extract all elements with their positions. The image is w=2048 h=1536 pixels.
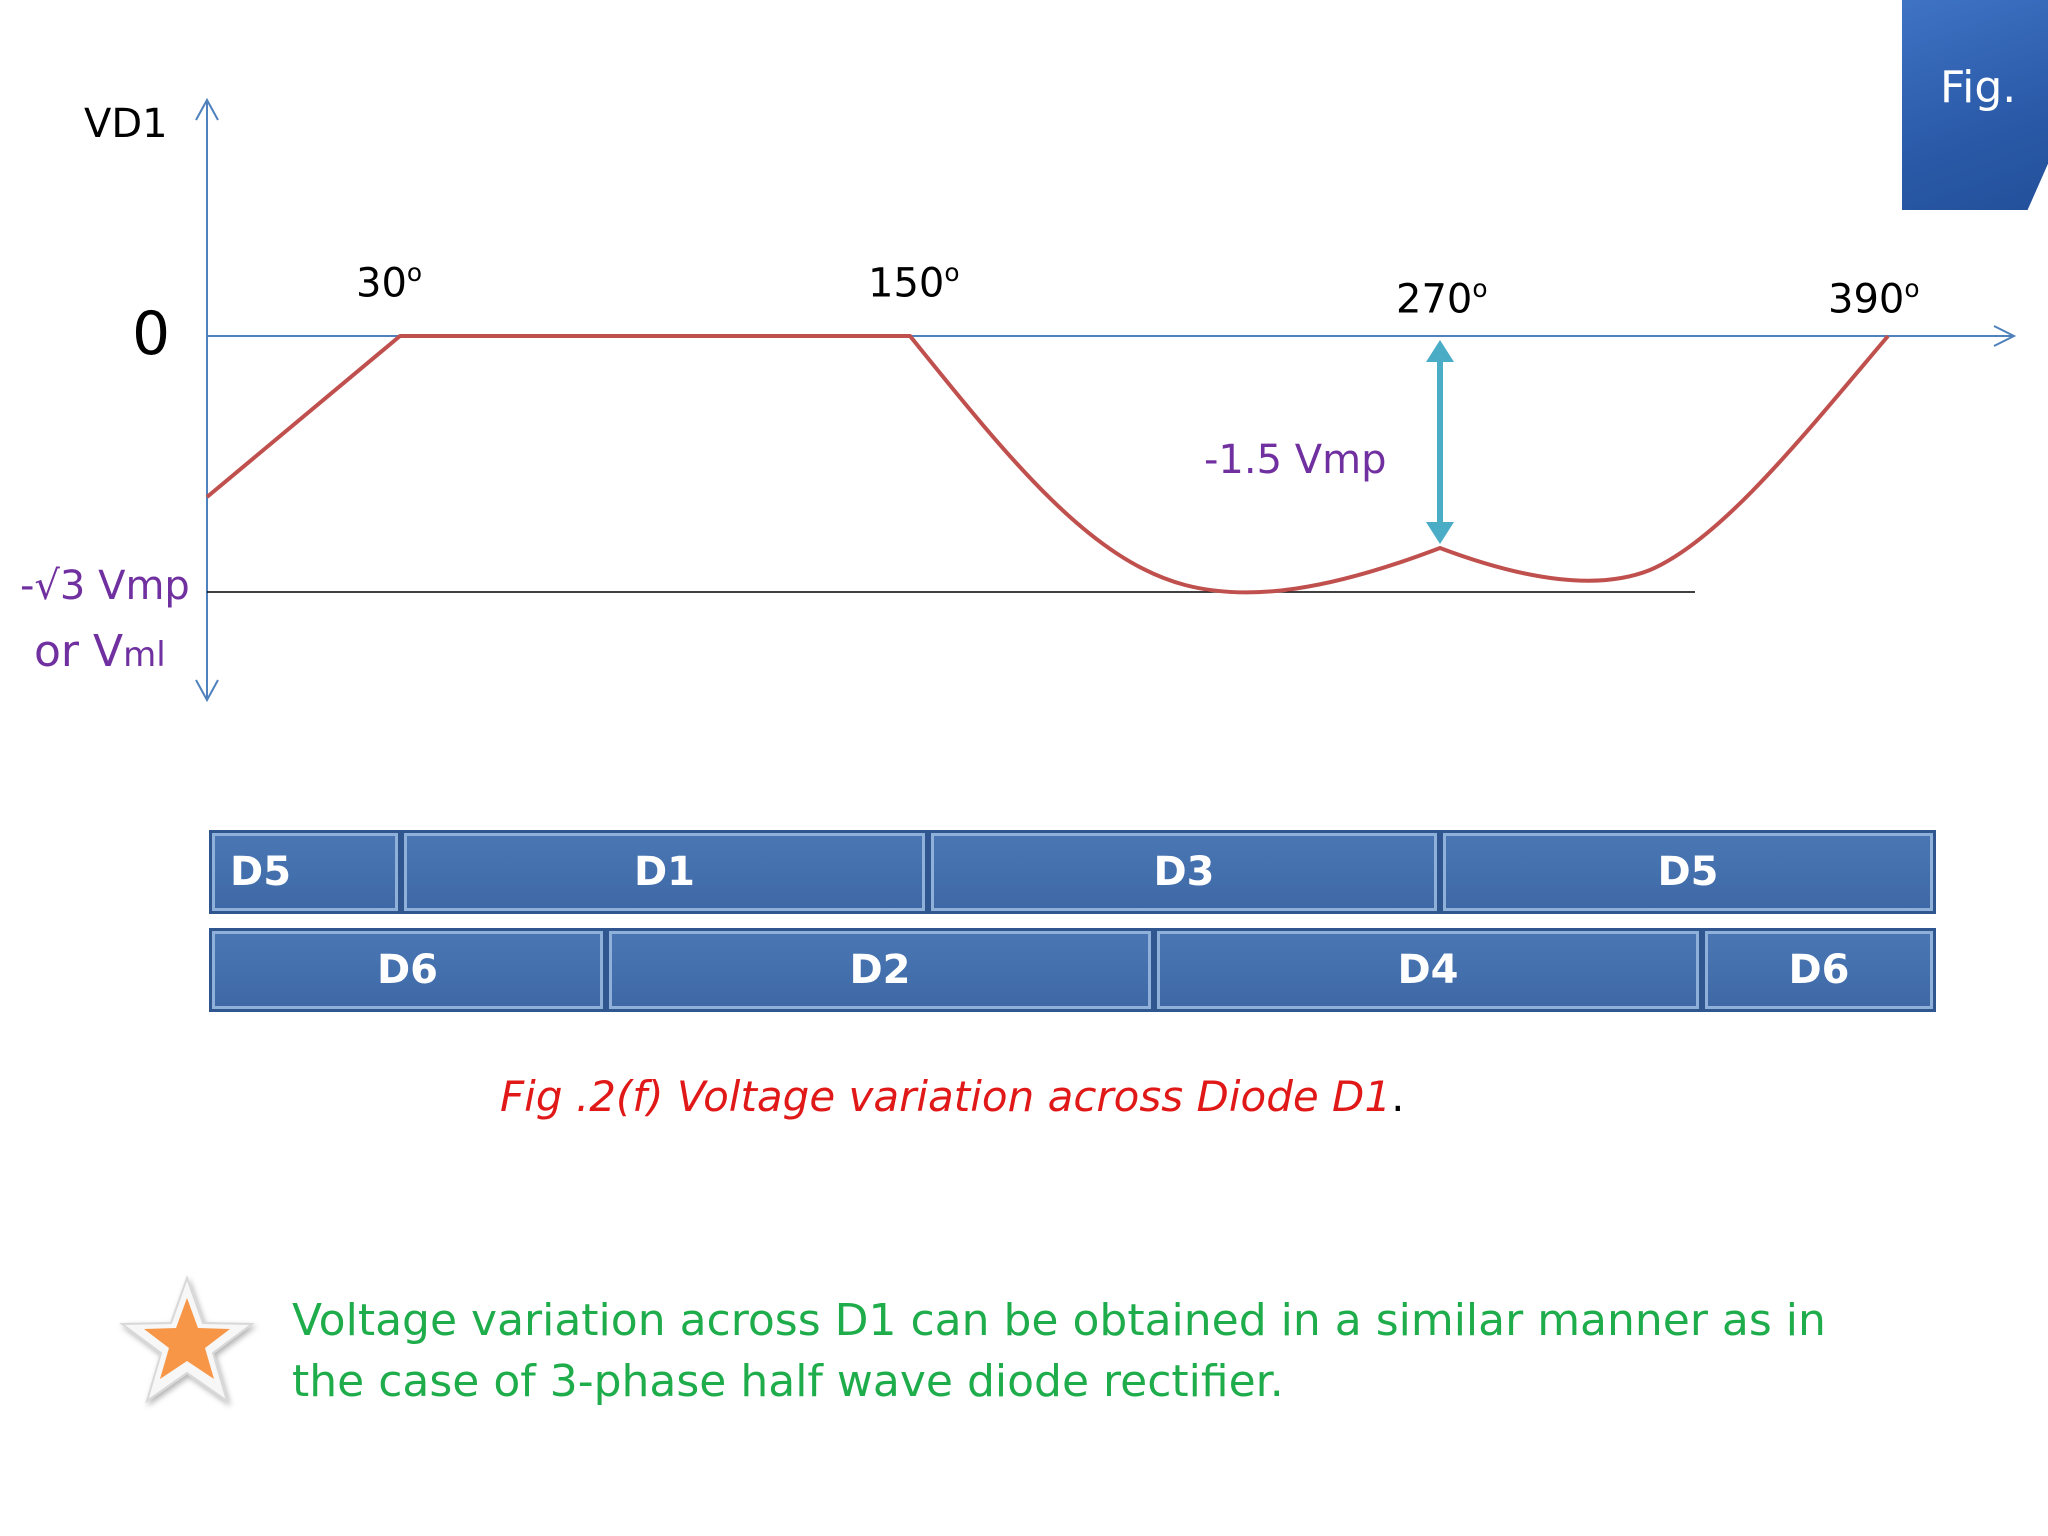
figure-caption-period: . [1391,1072,1405,1121]
angle-value: 30 [356,260,407,307]
min-voltage-label-alt: or Vml [34,630,166,674]
angle-unit: o [1472,273,1488,303]
angle-value: 390 [1828,276,1905,323]
fig-tab [1902,0,2048,210]
x-axis-arrow [1993,325,2017,347]
figure-caption: Fig .2(f) Voltage variation across Diode… [500,1072,1404,1121]
angle-value: 150 [868,260,945,307]
angle-label: 150o [868,260,960,307]
angle-label: 270o [1396,276,1488,323]
conduction-bar-top: D5 [1440,830,1936,914]
conduction-bar-bottom: D6 [209,928,606,1012]
dimension-arrow-head-bottom [1426,522,1454,544]
y-axis-label: VD1 [84,101,168,147]
star-icon [119,1275,255,1404]
dimension-arrow-head-top [1426,340,1454,362]
figure-caption-text: Fig .2(f) Voltage variation across Diode… [500,1072,1392,1121]
bullet-note: Voltage variation across D1 can be obtai… [292,1295,1826,1407]
angle-unit: o [944,257,960,287]
y-axis-arrow-bottom [195,679,219,703]
conduction-bar-bottom: D4 [1154,928,1702,1012]
fig-tab-label: Fig. [1940,62,2017,113]
conduction-bar-top: D1 [401,830,928,914]
zero-label: 0 [132,299,171,369]
min-voltage-label-main: or V [34,626,124,677]
y-axis-arrow-top [195,97,219,121]
conduction-bar-top: D3 [928,830,1440,914]
dimension-label: -1.5 Vmp [1204,437,1387,483]
conduction-bar-bottom: D2 [606,928,1154,1012]
angle-unit: o [406,257,423,287]
angle-value: 270 [1396,276,1473,323]
conduction-bar-bottom: D6 [1702,928,1936,1012]
angle-label: 390o [1828,276,1920,323]
conduction-bar-top: D5 [209,830,401,914]
angle-unit: o [1904,273,1920,303]
waveform-diagram [195,97,2017,703]
diode-voltage-waveform [205,334,1890,595]
min-voltage-label: -√3 Vmp [20,563,190,609]
min-voltage-label-sub: ml [123,635,166,675]
angle-label: 30o [356,260,422,307]
